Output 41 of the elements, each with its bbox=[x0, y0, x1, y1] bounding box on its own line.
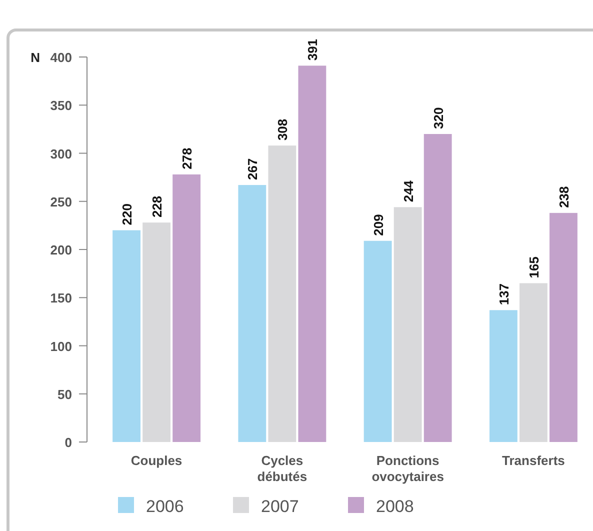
y-axis-title: N bbox=[30, 50, 40, 65]
data-label: 238 bbox=[556, 186, 572, 208]
data-label: 244 bbox=[400, 180, 416, 202]
y-tick-label: 350 bbox=[50, 98, 72, 114]
data-label: 308 bbox=[275, 118, 290, 141]
bar bbox=[489, 310, 518, 442]
x-tick-label: Couples bbox=[130, 453, 182, 468]
data-label: 209 bbox=[370, 214, 386, 236]
bar bbox=[112, 230, 140, 442]
data-label: 267 bbox=[245, 158, 260, 180]
bar bbox=[298, 66, 326, 442]
bar bbox=[364, 240, 392, 442]
x-tick-label: Ponctions ovocytaires bbox=[372, 453, 444, 484]
y-tick-label: 0 bbox=[64, 435, 72, 450]
y-tick-label: 200 bbox=[50, 242, 72, 258]
y-tick-label: 400 bbox=[50, 50, 72, 65]
bar bbox=[424, 134, 452, 442]
x-tick-label: Cycles débutés bbox=[257, 453, 308, 484]
data-label: 228 bbox=[150, 196, 165, 218]
bar bbox=[142, 222, 170, 442]
bar bbox=[520, 283, 548, 442]
bar bbox=[550, 212, 578, 442]
bar bbox=[238, 185, 266, 442]
y-tick-label: 50 bbox=[58, 386, 72, 402]
bar bbox=[394, 207, 422, 442]
y-tick-label: 150 bbox=[50, 290, 72, 306]
y-tick-label: 300 bbox=[50, 146, 72, 162]
legend-label: 2008 bbox=[376, 497, 414, 516]
y-tick-label: 100 bbox=[50, 338, 72, 354]
data-label: 278 bbox=[180, 148, 195, 170]
legend-label: 2007 bbox=[261, 497, 299, 516]
bar bbox=[172, 174, 201, 442]
data-label: 165 bbox=[526, 256, 542, 278]
data-label: 320 bbox=[430, 107, 446, 129]
y-tick-label: 250 bbox=[50, 194, 72, 210]
x-tick-label: Transferts bbox=[502, 453, 565, 468]
data-label: 137 bbox=[496, 283, 512, 306]
data-label: 220 bbox=[120, 204, 135, 226]
legend-label: 2006 bbox=[146, 497, 184, 516]
data-label: 391 bbox=[305, 38, 320, 61]
bar bbox=[268, 146, 296, 442]
